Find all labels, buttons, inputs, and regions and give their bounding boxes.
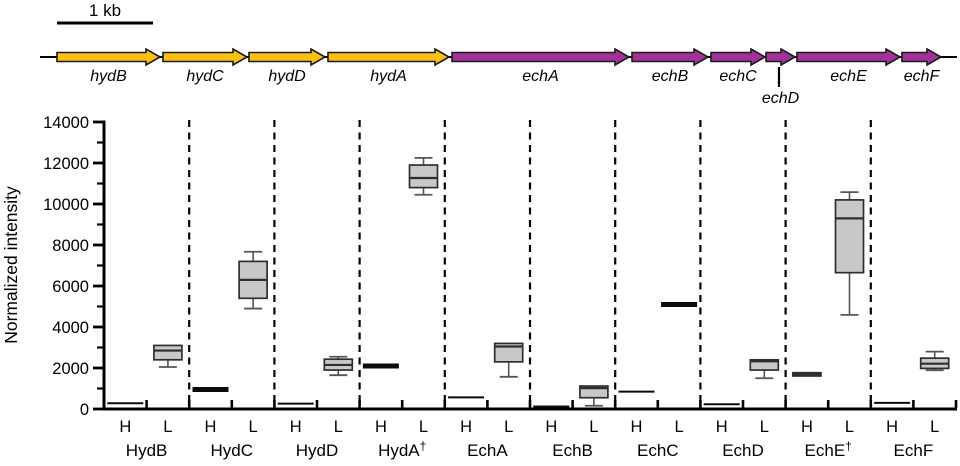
group-label-HydA: HydA†	[378, 439, 426, 460]
condition-label-H: H	[545, 418, 557, 436]
gene-label-echE: echE	[830, 68, 867, 85]
y-axis-title: Normalized intensity	[1, 186, 21, 344]
gene-map: 1 kb hydB hydC hydD hydA echA echB echC echD ech…	[40, 1, 957, 107]
box-EchD-L	[749, 358, 780, 371]
y-tick-label: 6000	[52, 278, 89, 296]
y-tick-label: 10000	[43, 196, 89, 214]
condition-label-H: H	[801, 418, 813, 436]
gene-arrow-echA	[451, 47, 631, 67]
y-tick-label: 12000	[43, 155, 89, 173]
gene-label-echC: echC	[719, 68, 757, 85]
y-tick-label: 2000	[52, 360, 89, 378]
gene-arrow-echD	[765, 47, 797, 67]
gene-label-echA: echA	[522, 68, 558, 85]
gene-label-hydD: hydD	[268, 68, 306, 85]
group-label-EchE: EchE†	[805, 439, 852, 460]
y-tick-label: 14000	[43, 114, 89, 132]
group-label-HydB: HydB	[126, 441, 168, 460]
condition-label-L: L	[589, 418, 598, 436]
scale-bar-label: 1 kb	[89, 1, 121, 20]
gene-label-hydA: hydA	[370, 68, 406, 85]
condition-label-L: L	[930, 418, 939, 436]
y-tick-label: 4000	[52, 319, 89, 337]
gene-arrow-echB	[631, 47, 710, 67]
condition-label-L: L	[419, 418, 428, 436]
gene-arrow-echF	[901, 47, 943, 67]
box-EchB-L	[579, 385, 609, 399]
gene-label-hydC: hydC	[186, 68, 224, 85]
condition-label-H: H	[716, 418, 728, 436]
box-EchE-L	[834, 199, 865, 274]
condition-label-L: L	[845, 418, 854, 436]
condition-label-H: H	[460, 418, 472, 436]
group-label-HydD: HydD	[296, 441, 339, 460]
gene-label-echD: echD	[762, 90, 800, 107]
group-label-EchD: EchD	[722, 441, 764, 460]
condition-label-L: L	[249, 418, 258, 436]
group-label-EchF: EchF	[894, 441, 934, 460]
condition-label-L: L	[675, 418, 684, 436]
condition-label-L: L	[334, 418, 343, 436]
box-HydA-L	[408, 164, 439, 189]
condition-label-H: H	[290, 418, 302, 436]
group-label-EchA: EchA	[467, 441, 508, 460]
gene-label-hydB: hydB	[90, 68, 127, 85]
gene-arrow-hydD	[248, 47, 327, 67]
gene-arrow-hydA	[327, 47, 451, 67]
gene-label-echF: echF	[904, 68, 941, 85]
condition-label-H: H	[375, 418, 387, 436]
box-HydB-L	[153, 344, 183, 361]
condition-label-H: H	[205, 418, 217, 436]
condition-label-H: H	[886, 418, 898, 436]
gene-arrow-echE	[796, 47, 902, 67]
y-tick-label: 8000	[52, 237, 89, 255]
condition-label-L: L	[504, 418, 513, 436]
condition-label-L: L	[760, 418, 769, 436]
condition-label-H: H	[631, 418, 643, 436]
group-label-HydC: HydC	[211, 441, 254, 460]
group-label-EchB: EchB	[552, 441, 593, 460]
gene-arrow-hydC	[162, 47, 249, 67]
condition-label-L: L	[163, 418, 172, 436]
gene-label-echB: echB	[652, 68, 689, 85]
gene-arrow-echC	[710, 47, 767, 67]
gene-arrow-hydB	[56, 47, 162, 67]
y-tick-label: 0	[80, 401, 89, 419]
boxplot: Normalized intensity 0 2000 4000 6000 8000 10…	[1, 114, 958, 460]
condition-label-H: H	[119, 418, 131, 436]
box-EchA-L	[493, 342, 524, 363]
group-label-EchC: EchC	[637, 441, 679, 460]
